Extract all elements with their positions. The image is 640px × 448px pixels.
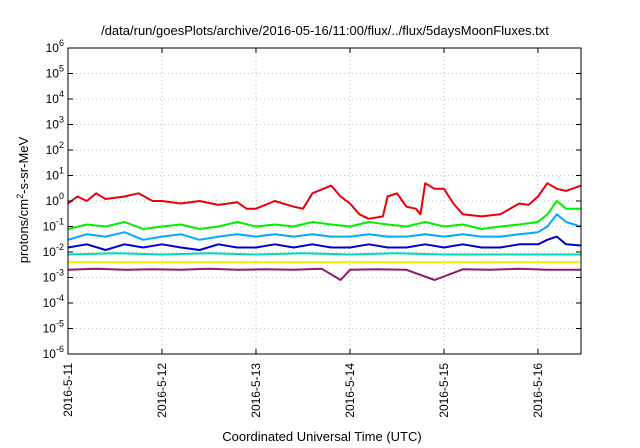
y-tick-base: 10 xyxy=(46,41,60,55)
y-tick-label: 100 xyxy=(46,191,64,208)
y-tick-exponent: 2 xyxy=(59,140,64,150)
y-tick-labels: 10-610-510-410-310-210-11001011021031041… xyxy=(43,38,64,361)
y-tick-exponent: -3 xyxy=(56,268,64,278)
y-tick-exponent: -2 xyxy=(56,242,64,252)
series-line-4 xyxy=(68,235,581,251)
y-tick-label: 102 xyxy=(46,140,64,157)
y-tick-label: 105 xyxy=(46,64,64,81)
y-tick-base: 10 xyxy=(46,143,60,157)
y-tick-base: 10 xyxy=(46,118,60,132)
y-tick-label: 10-5 xyxy=(43,319,64,336)
y-tick-base: 10 xyxy=(46,67,60,81)
y-tick-exponent: -4 xyxy=(56,293,64,303)
x-tick-label: 2016-5-13 xyxy=(249,363,263,418)
series-line-3 xyxy=(68,213,581,241)
x-tick-label: 2016-5-14 xyxy=(343,363,357,418)
y-tick-exponent: 1 xyxy=(59,166,64,176)
series-line-1 xyxy=(68,182,581,220)
series-layer xyxy=(68,182,581,281)
y-tick-exponent: 4 xyxy=(59,89,64,99)
y-tick-exponent: 0 xyxy=(59,191,64,201)
y-tick-label: 106 xyxy=(46,38,64,55)
x-axis-label: Coordinated Universal Time (UTC) xyxy=(222,429,421,444)
y-tick-base: 10 xyxy=(46,169,60,183)
y-axis-label-part: protons/cm xyxy=(16,199,31,263)
y-tick-base: 10 xyxy=(43,271,57,285)
y-tick-base: 10 xyxy=(43,220,57,234)
x-tick-label: 2016-5-11 xyxy=(61,363,75,417)
y-tick-exponent: -6 xyxy=(56,344,64,354)
y-tick-label: 103 xyxy=(46,115,64,132)
y-tick-base: 10 xyxy=(43,296,57,310)
y-tick-exponent: 3 xyxy=(59,115,64,125)
y-tick-base: 10 xyxy=(43,245,57,259)
y-tick-label: 104 xyxy=(46,89,64,106)
x-tick-labels: 2016-5-11 2016-5-12 2016-5-13 2016-5-14 2016… xyxy=(61,363,545,418)
x-tick-label: 2016-5-15 xyxy=(437,363,451,418)
y-tick-label: 101 xyxy=(46,166,64,183)
y-tick-base: 10 xyxy=(46,194,60,208)
y-tick-label: 10-4 xyxy=(43,293,64,310)
grid-lines xyxy=(68,48,581,354)
y-tick-exponent: -5 xyxy=(56,319,64,329)
y-tick-label: 10-1 xyxy=(43,217,64,234)
y-tick-exponent: 6 xyxy=(59,38,64,48)
series-line-2 xyxy=(68,200,581,230)
y-tick-label: 10-3 xyxy=(43,268,64,285)
x-tick-label: 2016-5-16 xyxy=(531,363,545,418)
chart-title: /data/run/goesPlots/archive/2016-05-16/1… xyxy=(101,23,549,38)
x-tick-label: 2016-5-12 xyxy=(155,363,169,418)
y-tick-base: 10 xyxy=(46,92,60,106)
axes xyxy=(67,47,582,355)
y-tick-label: 10-6 xyxy=(43,344,64,361)
y-axis-label-part: -s-sr-MeV xyxy=(16,136,31,193)
y-tick-base: 10 xyxy=(43,322,57,336)
y-tick-exponent: 5 xyxy=(59,64,64,74)
plot-frame xyxy=(67,47,582,355)
series-line-7 xyxy=(68,267,581,281)
y-axis-label: protons/cm2-s-sr-MeV xyxy=(15,136,31,263)
y-tick-exponent: -1 xyxy=(56,217,64,227)
series-line-5 xyxy=(68,252,581,256)
y-tick-label: 10-2 xyxy=(43,242,64,259)
y-tick-base: 10 xyxy=(43,347,57,361)
y-axis-label-exponent: 2 xyxy=(15,194,25,199)
